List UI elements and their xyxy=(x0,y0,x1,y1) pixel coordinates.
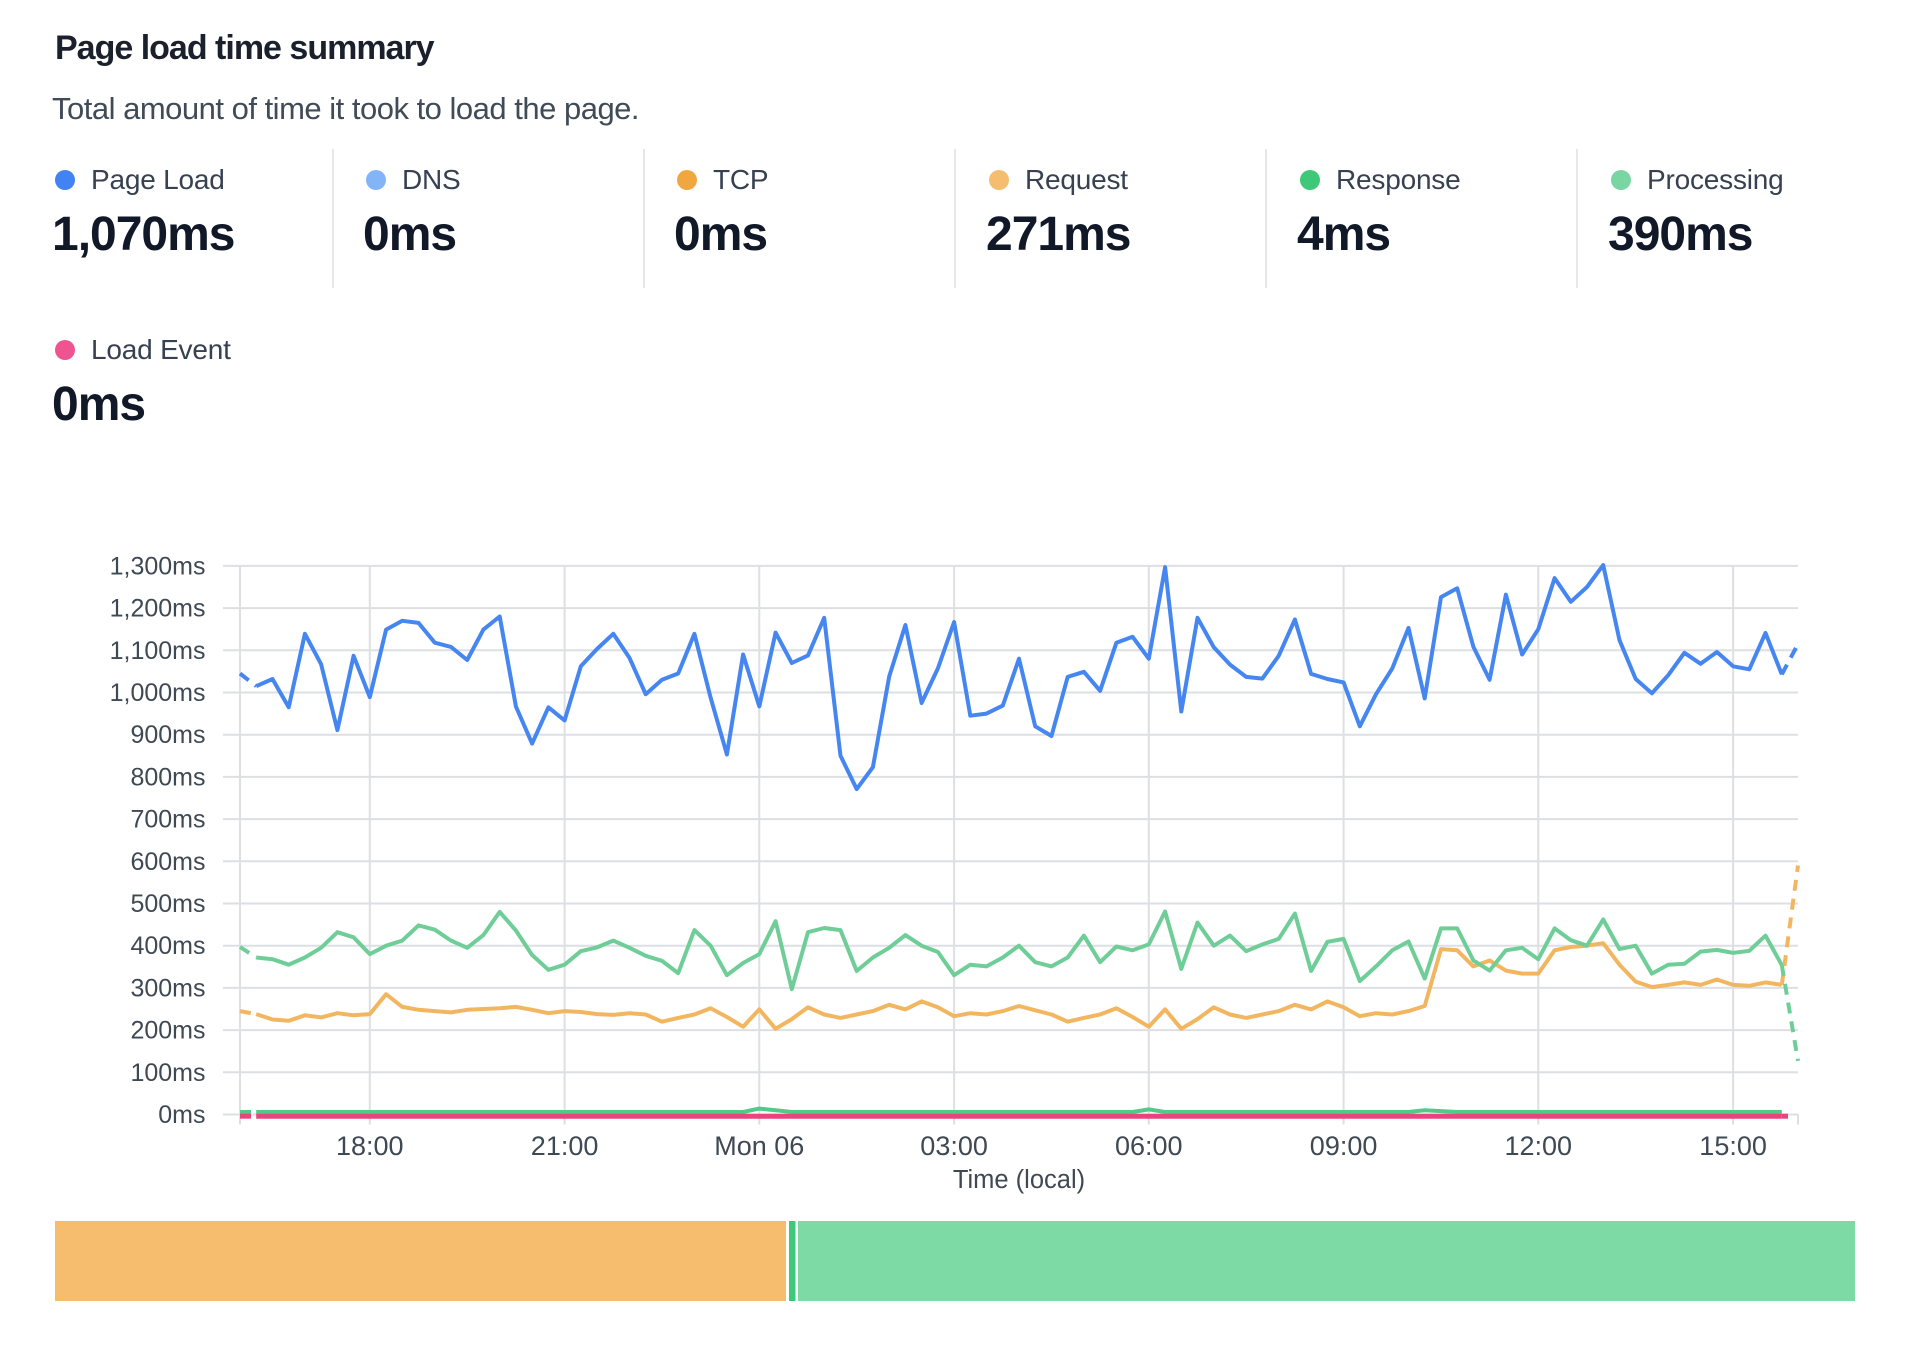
svg-text:500ms: 500ms xyxy=(130,890,205,918)
svg-text:1,200ms: 1,200ms xyxy=(110,595,206,623)
svg-text:06:00: 06:00 xyxy=(1115,1131,1183,1161)
svg-text:15:00: 15:00 xyxy=(1699,1131,1767,1161)
svg-text:Time (local): Time (local) xyxy=(953,1166,1085,1194)
svg-text:1,000ms: 1,000ms xyxy=(110,679,206,707)
svg-text:800ms: 800ms xyxy=(130,763,205,791)
svg-text:600ms: 600ms xyxy=(130,848,205,876)
svg-text:900ms: 900ms xyxy=(130,721,205,749)
svg-text:12:00: 12:00 xyxy=(1505,1131,1573,1161)
svg-text:300ms: 300ms xyxy=(130,974,205,1002)
svg-text:18:00: 18:00 xyxy=(336,1131,404,1161)
svg-text:1,100ms: 1,100ms xyxy=(110,637,206,665)
svg-text:1,300ms: 1,300ms xyxy=(110,552,206,580)
svg-text:700ms: 700ms xyxy=(130,806,205,834)
svg-text:0ms: 0ms xyxy=(158,1101,205,1129)
svg-text:100ms: 100ms xyxy=(130,1059,205,1087)
svg-text:400ms: 400ms xyxy=(130,932,205,960)
svg-text:21:00: 21:00 xyxy=(531,1131,599,1161)
svg-text:Mon 06: Mon 06 xyxy=(714,1131,804,1161)
svg-text:09:00: 09:00 xyxy=(1310,1131,1378,1161)
svg-text:03:00: 03:00 xyxy=(920,1131,988,1161)
svg-text:200ms: 200ms xyxy=(130,1017,205,1045)
